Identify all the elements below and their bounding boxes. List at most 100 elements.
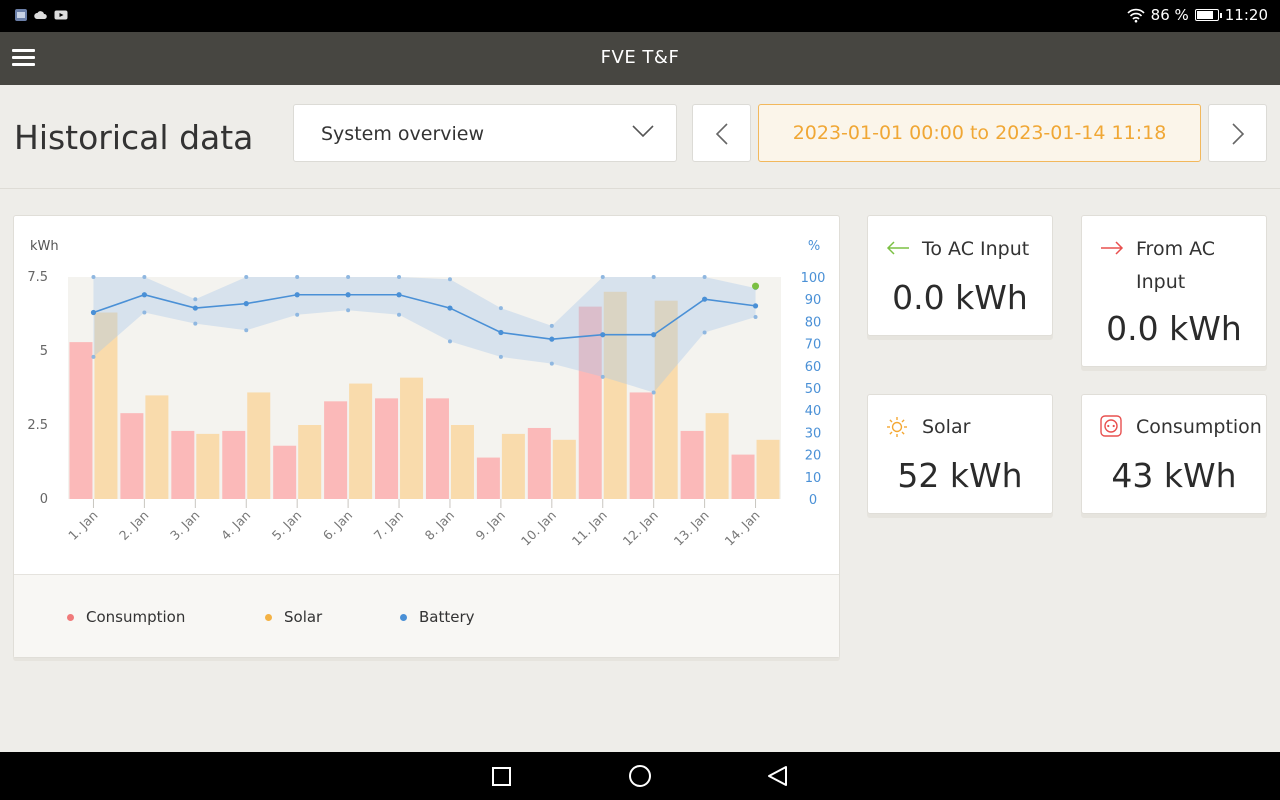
y-right-tick-label: 50	[805, 382, 822, 397]
legend-label: Solar	[284, 608, 323, 626]
battery-point	[498, 329, 504, 336]
battery-point	[294, 292, 300, 298]
consumption-value: 43 kWh	[1111, 456, 1237, 495]
youtube-icon	[54, 10, 68, 20]
to-ac-input-card[interactable]: To AC Input 0.0 kWh	[867, 215, 1053, 336]
status-bar: 86 % 11:20	[0, 0, 1280, 32]
y-left-tick-label: 7.5	[27, 270, 48, 285]
battery-max-point	[397, 275, 402, 279]
header-divider	[0, 188, 1280, 189]
battery-min-point	[498, 354, 503, 359]
y-left-tick-label: 2.5	[27, 418, 48, 433]
battery-line	[93, 293, 756, 340]
y-right-unit: %	[808, 239, 820, 254]
x-tick-label: 1. Jan	[65, 508, 100, 543]
x-tick-label: 9. Jan	[473, 508, 508, 543]
view-select[interactable]: System overview	[293, 104, 677, 162]
battery-min-point	[142, 310, 147, 315]
bar-consumption	[629, 392, 653, 499]
bar-solar	[756, 439, 780, 499]
consumption-card[interactable]: Consumption 43 kWh	[1081, 394, 1267, 514]
bar-consumption	[476, 457, 500, 499]
battery-point	[192, 305, 198, 311]
battery-point	[90, 309, 97, 316]
bar-solar	[196, 433, 220, 499]
bar-consumption	[375, 398, 399, 499]
bar-consumption	[425, 398, 449, 499]
to-ac-input-value: 0.0 kWh	[892, 278, 1028, 317]
back-button[interactable]	[766, 764, 790, 790]
y-right-tick-label: 10	[805, 471, 822, 486]
view-select-value: System overview	[321, 123, 485, 145]
y-right-tick-label: 60	[805, 360, 822, 375]
recent-apps-button[interactable]	[491, 764, 513, 788]
bar-consumption	[222, 430, 246, 499]
next-period-button[interactable]	[1208, 104, 1267, 162]
y-right-tick-label: 80	[805, 315, 822, 330]
system-navigation-bar	[0, 752, 1280, 800]
y-left-tick-label: 5	[40, 344, 48, 359]
solar-label: Solar	[922, 416, 971, 438]
y-right-tick-label: 90	[805, 293, 822, 308]
date-range-picker[interactable]: 2023-01-01 00:00 to 2023-01-14 11:18	[758, 104, 1201, 162]
battery-max-point	[346, 275, 351, 279]
legend-consumption[interactable]: Consumption	[67, 608, 185, 626]
hamburger-menu-icon[interactable]	[12, 46, 36, 70]
outlet-icon	[1100, 415, 1122, 437]
battery-point	[345, 292, 351, 298]
battery-min-point	[753, 314, 758, 319]
history-chart-card: kWh% 0 2.5 5 7.5 0 10 20 30 40 50 60 70 80 90 100 1. Jan…	[13, 215, 840, 658]
chevron-left-icon	[715, 123, 728, 145]
battery-point	[600, 332, 606, 338]
battery-max-point	[193, 297, 198, 302]
battery-min-point	[447, 339, 452, 344]
y-right-tick-label: 100	[801, 271, 826, 286]
battery-min-point	[397, 312, 402, 317]
x-tick-label: 8. Jan	[422, 508, 457, 543]
arrow-right-icon	[1101, 241, 1124, 255]
bar-solar	[298, 425, 322, 499]
y-right-tick-label: 20	[805, 449, 822, 464]
battery-max-point	[142, 275, 147, 279]
battery-point	[702, 296, 708, 302]
cloud-icon	[34, 11, 47, 19]
clock: 11:20	[1224, 6, 1268, 24]
y-left-tick-label: 0	[40, 492, 48, 507]
battery-max-point	[447, 277, 452, 282]
battery-point	[752, 303, 759, 309]
from-ac-input-card[interactable]: From AC Input 0.0 kWh	[1081, 215, 1267, 367]
from-ac-input-value: 0.0 kWh	[1106, 309, 1242, 348]
bar-consumption	[120, 413, 144, 499]
consumption-label: Consumption	[1136, 416, 1262, 438]
x-tick-label: 10. Jan	[518, 508, 559, 549]
bar-solar	[400, 377, 424, 499]
solar-card[interactable]: Solar 52 kWh	[867, 394, 1053, 514]
x-tick-label: 13. Jan	[671, 508, 712, 549]
battery-point	[243, 301, 249, 307]
bar-solar	[247, 392, 271, 499]
home-button[interactable]	[627, 764, 653, 790]
bar-consumption	[324, 401, 348, 499]
legend-battery[interactable]: Battery	[400, 608, 475, 626]
x-tick-label: 3. Jan	[167, 508, 202, 543]
bar-solar	[501, 433, 525, 499]
legend-dot	[400, 613, 407, 621]
battery-min-point	[91, 354, 96, 359]
bar-solar	[145, 395, 169, 499]
legend-solar[interactable]: Solar	[265, 608, 322, 626]
bar-solar	[450, 425, 474, 499]
bar-solar	[94, 312, 118, 499]
x-tick-label: 14. Jan	[722, 508, 763, 549]
chevron-down-icon	[632, 125, 654, 138]
legend-dot	[67, 613, 74, 621]
battery-min-point	[244, 328, 249, 333]
from-ac-input-label-line2: Input	[1136, 271, 1186, 293]
previous-period-button[interactable]	[692, 104, 751, 162]
current-marker	[752, 282, 760, 290]
x-tick-label: 11. Jan	[569, 508, 610, 549]
app-icon	[15, 9, 27, 21]
battery-min-point	[702, 330, 707, 335]
bar-consumption	[731, 454, 755, 499]
bar-consumption	[527, 427, 551, 499]
history-chart[interactable]: kWh % 0 2.5 5 7.5 0 10 20 30 40 50 60 70 80 90 100 1. Jan…	[14, 216, 839, 576]
